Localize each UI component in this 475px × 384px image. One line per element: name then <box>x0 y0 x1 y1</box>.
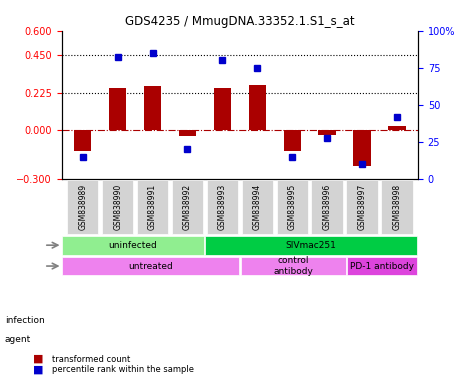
FancyBboxPatch shape <box>240 257 346 275</box>
Text: GSM838989: GSM838989 <box>78 184 87 230</box>
Bar <box>353 130 371 166</box>
Text: GSM838995: GSM838995 <box>288 184 297 230</box>
Text: GSM838998: GSM838998 <box>392 184 401 230</box>
Text: untreated: untreated <box>128 262 173 271</box>
Bar <box>144 86 162 130</box>
Text: control
antibody: control antibody <box>274 257 313 276</box>
FancyBboxPatch shape <box>205 236 418 255</box>
Bar <box>74 130 91 151</box>
FancyBboxPatch shape <box>381 180 413 233</box>
Text: ■: ■ <box>33 354 44 364</box>
FancyBboxPatch shape <box>102 180 133 233</box>
Text: GSM838997: GSM838997 <box>358 184 367 230</box>
Text: PD-1 antibody: PD-1 antibody <box>351 262 414 271</box>
FancyBboxPatch shape <box>63 257 239 275</box>
FancyBboxPatch shape <box>67 180 98 233</box>
Text: percentile rank within the sample: percentile rank within the sample <box>52 365 194 374</box>
FancyBboxPatch shape <box>347 257 418 275</box>
Bar <box>179 130 196 136</box>
Text: infection: infection <box>5 316 45 325</box>
FancyBboxPatch shape <box>346 180 378 233</box>
Text: GSM838996: GSM838996 <box>323 184 332 230</box>
Text: GSM838991: GSM838991 <box>148 184 157 230</box>
Text: SIVmac251: SIVmac251 <box>285 241 337 250</box>
FancyBboxPatch shape <box>207 180 238 233</box>
Text: GSM838990: GSM838990 <box>113 184 122 230</box>
Text: ■: ■ <box>33 364 44 374</box>
Title: GDS4235 / MmugDNA.33352.1.S1_s_at: GDS4235 / MmugDNA.33352.1.S1_s_at <box>125 15 355 28</box>
FancyBboxPatch shape <box>172 180 203 233</box>
FancyBboxPatch shape <box>276 180 308 233</box>
FancyBboxPatch shape <box>312 180 343 233</box>
Bar <box>284 130 301 151</box>
FancyBboxPatch shape <box>137 180 168 233</box>
Bar <box>248 85 266 130</box>
Text: agent: agent <box>5 335 31 344</box>
Bar <box>318 130 336 134</box>
Bar <box>214 88 231 130</box>
FancyBboxPatch shape <box>242 180 273 233</box>
Text: uninfected: uninfected <box>109 241 157 250</box>
Bar <box>109 88 126 130</box>
FancyBboxPatch shape <box>63 236 203 255</box>
Bar <box>389 126 406 130</box>
Text: GSM838994: GSM838994 <box>253 184 262 230</box>
Text: GSM838992: GSM838992 <box>183 184 192 230</box>
Text: GSM838993: GSM838993 <box>218 184 227 230</box>
Text: transformed count: transformed count <box>52 354 131 364</box>
